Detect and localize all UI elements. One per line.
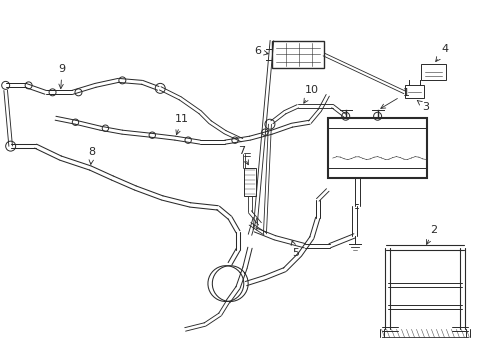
Text: 8: 8 bbox=[88, 147, 95, 165]
Text: 4: 4 bbox=[435, 45, 447, 62]
Text: 2: 2 bbox=[426, 225, 436, 244]
Bar bbox=[327, 118, 427, 178]
Text: 9: 9 bbox=[59, 64, 65, 89]
Text: 5: 5 bbox=[290, 241, 298, 258]
Text: 1: 1 bbox=[380, 88, 409, 108]
Bar bbox=[404, 85, 424, 98]
Text: 11: 11 bbox=[175, 114, 189, 135]
Text: 6: 6 bbox=[253, 46, 268, 57]
Text: 3: 3 bbox=[416, 100, 428, 112]
Bar bbox=[244, 168, 255, 196]
Bar bbox=[421, 64, 446, 80]
Text: 7: 7 bbox=[238, 146, 248, 165]
Bar bbox=[271, 41, 323, 68]
Text: 10: 10 bbox=[303, 85, 318, 103]
